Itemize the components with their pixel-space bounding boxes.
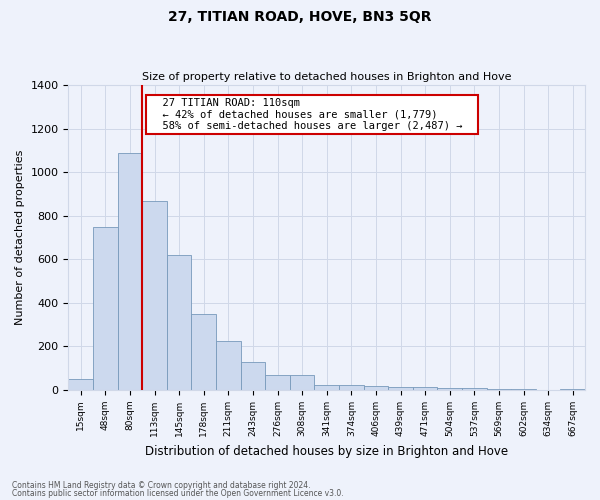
Bar — [68, 379, 93, 390]
Y-axis label: Number of detached properties: Number of detached properties — [15, 150, 25, 325]
Bar — [314, 384, 339, 390]
Bar — [167, 255, 191, 390]
Bar — [265, 375, 290, 390]
Bar — [364, 386, 388, 390]
Bar — [241, 362, 265, 390]
Text: Contains HM Land Registry data © Crown copyright and database right 2024.: Contains HM Land Registry data © Crown c… — [12, 481, 311, 490]
Bar — [413, 387, 437, 390]
Bar — [560, 389, 585, 390]
Text: 27 TITIAN ROAD: 110sqm
  ← 42% of detached houses are smaller (1,779)
  58% of s: 27 TITIAN ROAD: 110sqm ← 42% of detached… — [149, 98, 475, 132]
Bar — [437, 388, 462, 390]
Bar — [511, 389, 536, 390]
Text: Contains public sector information licensed under the Open Government Licence v3: Contains public sector information licen… — [12, 488, 344, 498]
Bar — [93, 226, 118, 390]
Bar — [216, 341, 241, 390]
X-axis label: Distribution of detached houses by size in Brighton and Hove: Distribution of detached houses by size … — [145, 444, 508, 458]
Bar — [290, 375, 314, 390]
Bar — [487, 389, 511, 390]
Bar — [142, 200, 167, 390]
Text: 27, TITIAN ROAD, HOVE, BN3 5QR: 27, TITIAN ROAD, HOVE, BN3 5QR — [168, 10, 432, 24]
Bar — [118, 152, 142, 390]
Bar — [388, 387, 413, 390]
Title: Size of property relative to detached houses in Brighton and Hove: Size of property relative to detached ho… — [142, 72, 511, 82]
Bar — [339, 384, 364, 390]
Bar — [462, 388, 487, 390]
Bar — [191, 314, 216, 390]
